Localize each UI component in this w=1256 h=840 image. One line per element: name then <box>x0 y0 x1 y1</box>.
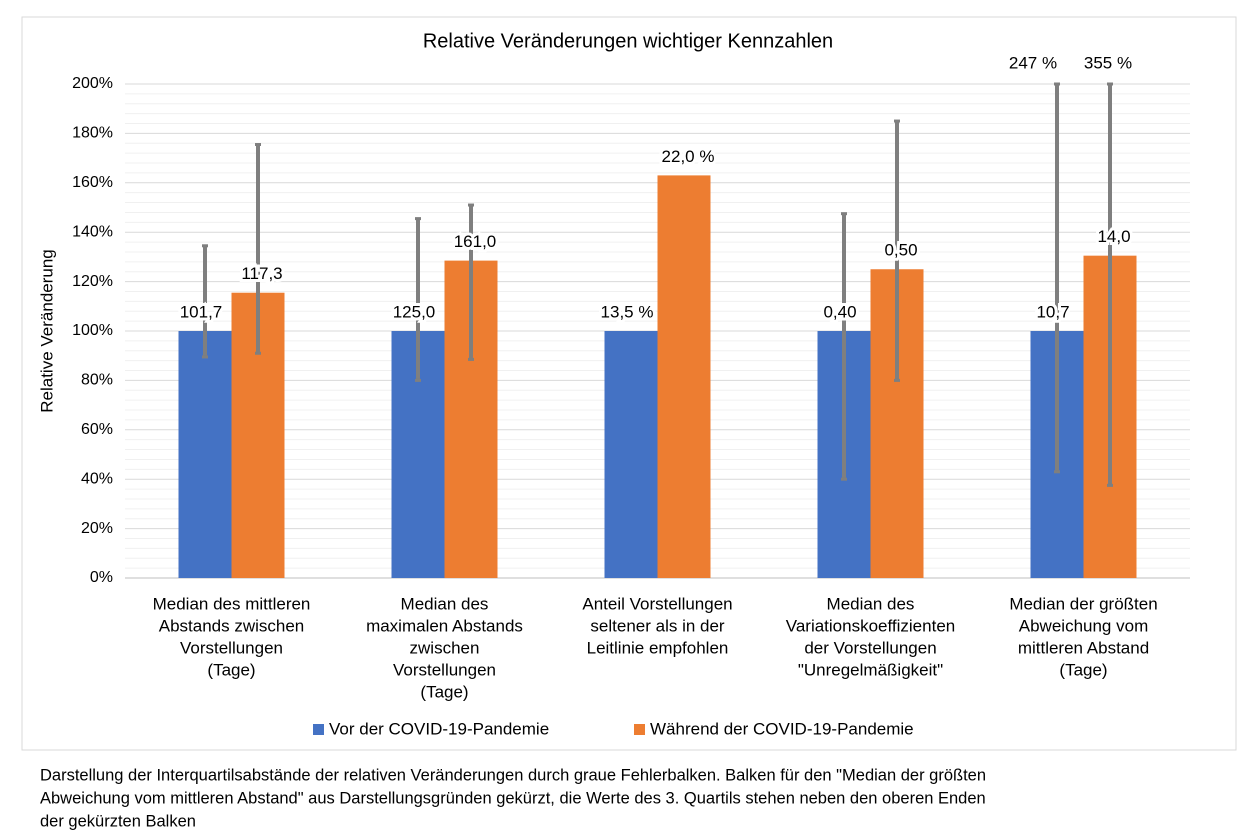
x-tick-label: Variationskoeffizienten <box>786 616 955 635</box>
y-tick-label: 80% <box>81 372 113 389</box>
upper-label: 355 % <box>1084 53 1132 72</box>
x-tick-label: (Tage) <box>1059 660 1107 679</box>
data-label: 161,0 <box>454 232 497 251</box>
legend-swatch <box>634 724 645 735</box>
x-tick-label: mittleren Abstand <box>1018 638 1149 657</box>
y-tick-label: 200% <box>72 75 113 92</box>
x-tick-label: maximalen Abstands <box>366 616 523 635</box>
x-tick-label: "Unregelmäßigkeit" <box>798 660 943 679</box>
y-axis-title: Relative Veränderung <box>37 249 56 413</box>
data-label: 125,0 <box>393 302 436 321</box>
chart-title: Relative Veränderungen wichtiger Kennzah… <box>423 30 833 52</box>
y-tick-label: 160% <box>72 174 113 191</box>
x-tick-label: Abweichung vom <box>1019 616 1148 635</box>
y-tick-label: 40% <box>81 470 113 487</box>
x-tick-label: Median des <box>827 594 915 613</box>
x-tick-label: Median der größten <box>1009 594 1157 613</box>
x-tick-label: Anteil Vorstellungen <box>582 594 732 613</box>
caption: Abweichung vom mittleren Abstand" aus Da… <box>40 789 986 807</box>
data-label: 0,50 <box>884 241 917 260</box>
bar <box>604 331 658 578</box>
x-tick-label: Median des <box>401 594 489 613</box>
data-label: 10,7 <box>1036 302 1069 321</box>
legend-swatch <box>313 724 324 735</box>
data-label: 117,3 <box>241 264 282 283</box>
data-label: 13,5 % <box>601 302 654 321</box>
data-label: 0,40 <box>823 302 856 321</box>
x-tick-label: seltener als in der <box>590 616 725 635</box>
legend-label: Vor der COVID-19-Pandemie <box>329 719 549 738</box>
x-tick-label: Vorstellungen <box>180 638 283 657</box>
x-tick-label: (Tage) <box>207 660 255 679</box>
y-tick-label: 60% <box>81 421 113 438</box>
y-tick-label: 20% <box>81 520 113 537</box>
x-tick-label: Median des mittleren <box>153 594 311 613</box>
y-tick-label: 180% <box>72 125 113 142</box>
x-tick-label: zwischen <box>410 638 480 657</box>
data-label: 22,0 % <box>662 147 715 166</box>
legend-label: Während der COVID-19-Pandemie <box>650 719 914 738</box>
data-label: 14,0 <box>1097 227 1130 246</box>
caption: Darstellung der Interquartilsabstände de… <box>40 766 986 784</box>
caption: der gekürzten Balken <box>40 812 196 830</box>
bar <box>178 331 232 578</box>
x-tick-label: der Vorstellungen <box>804 638 936 657</box>
x-tick-label: Abstands zwischen <box>159 616 305 635</box>
y-tick-label: 140% <box>72 223 113 240</box>
x-tick-label: Leitlinie empfohlen <box>587 638 729 657</box>
y-tick-label: 100% <box>72 322 113 339</box>
y-tick-label: 120% <box>72 273 113 290</box>
data-label: 101,7 <box>180 302 223 321</box>
x-tick-label: Vorstellungen <box>393 660 496 679</box>
x-tick-label: (Tage) <box>420 682 468 701</box>
bar <box>657 175 711 578</box>
y-tick-label: 0% <box>90 569 113 586</box>
upper-label: 247 % <box>1009 53 1057 72</box>
